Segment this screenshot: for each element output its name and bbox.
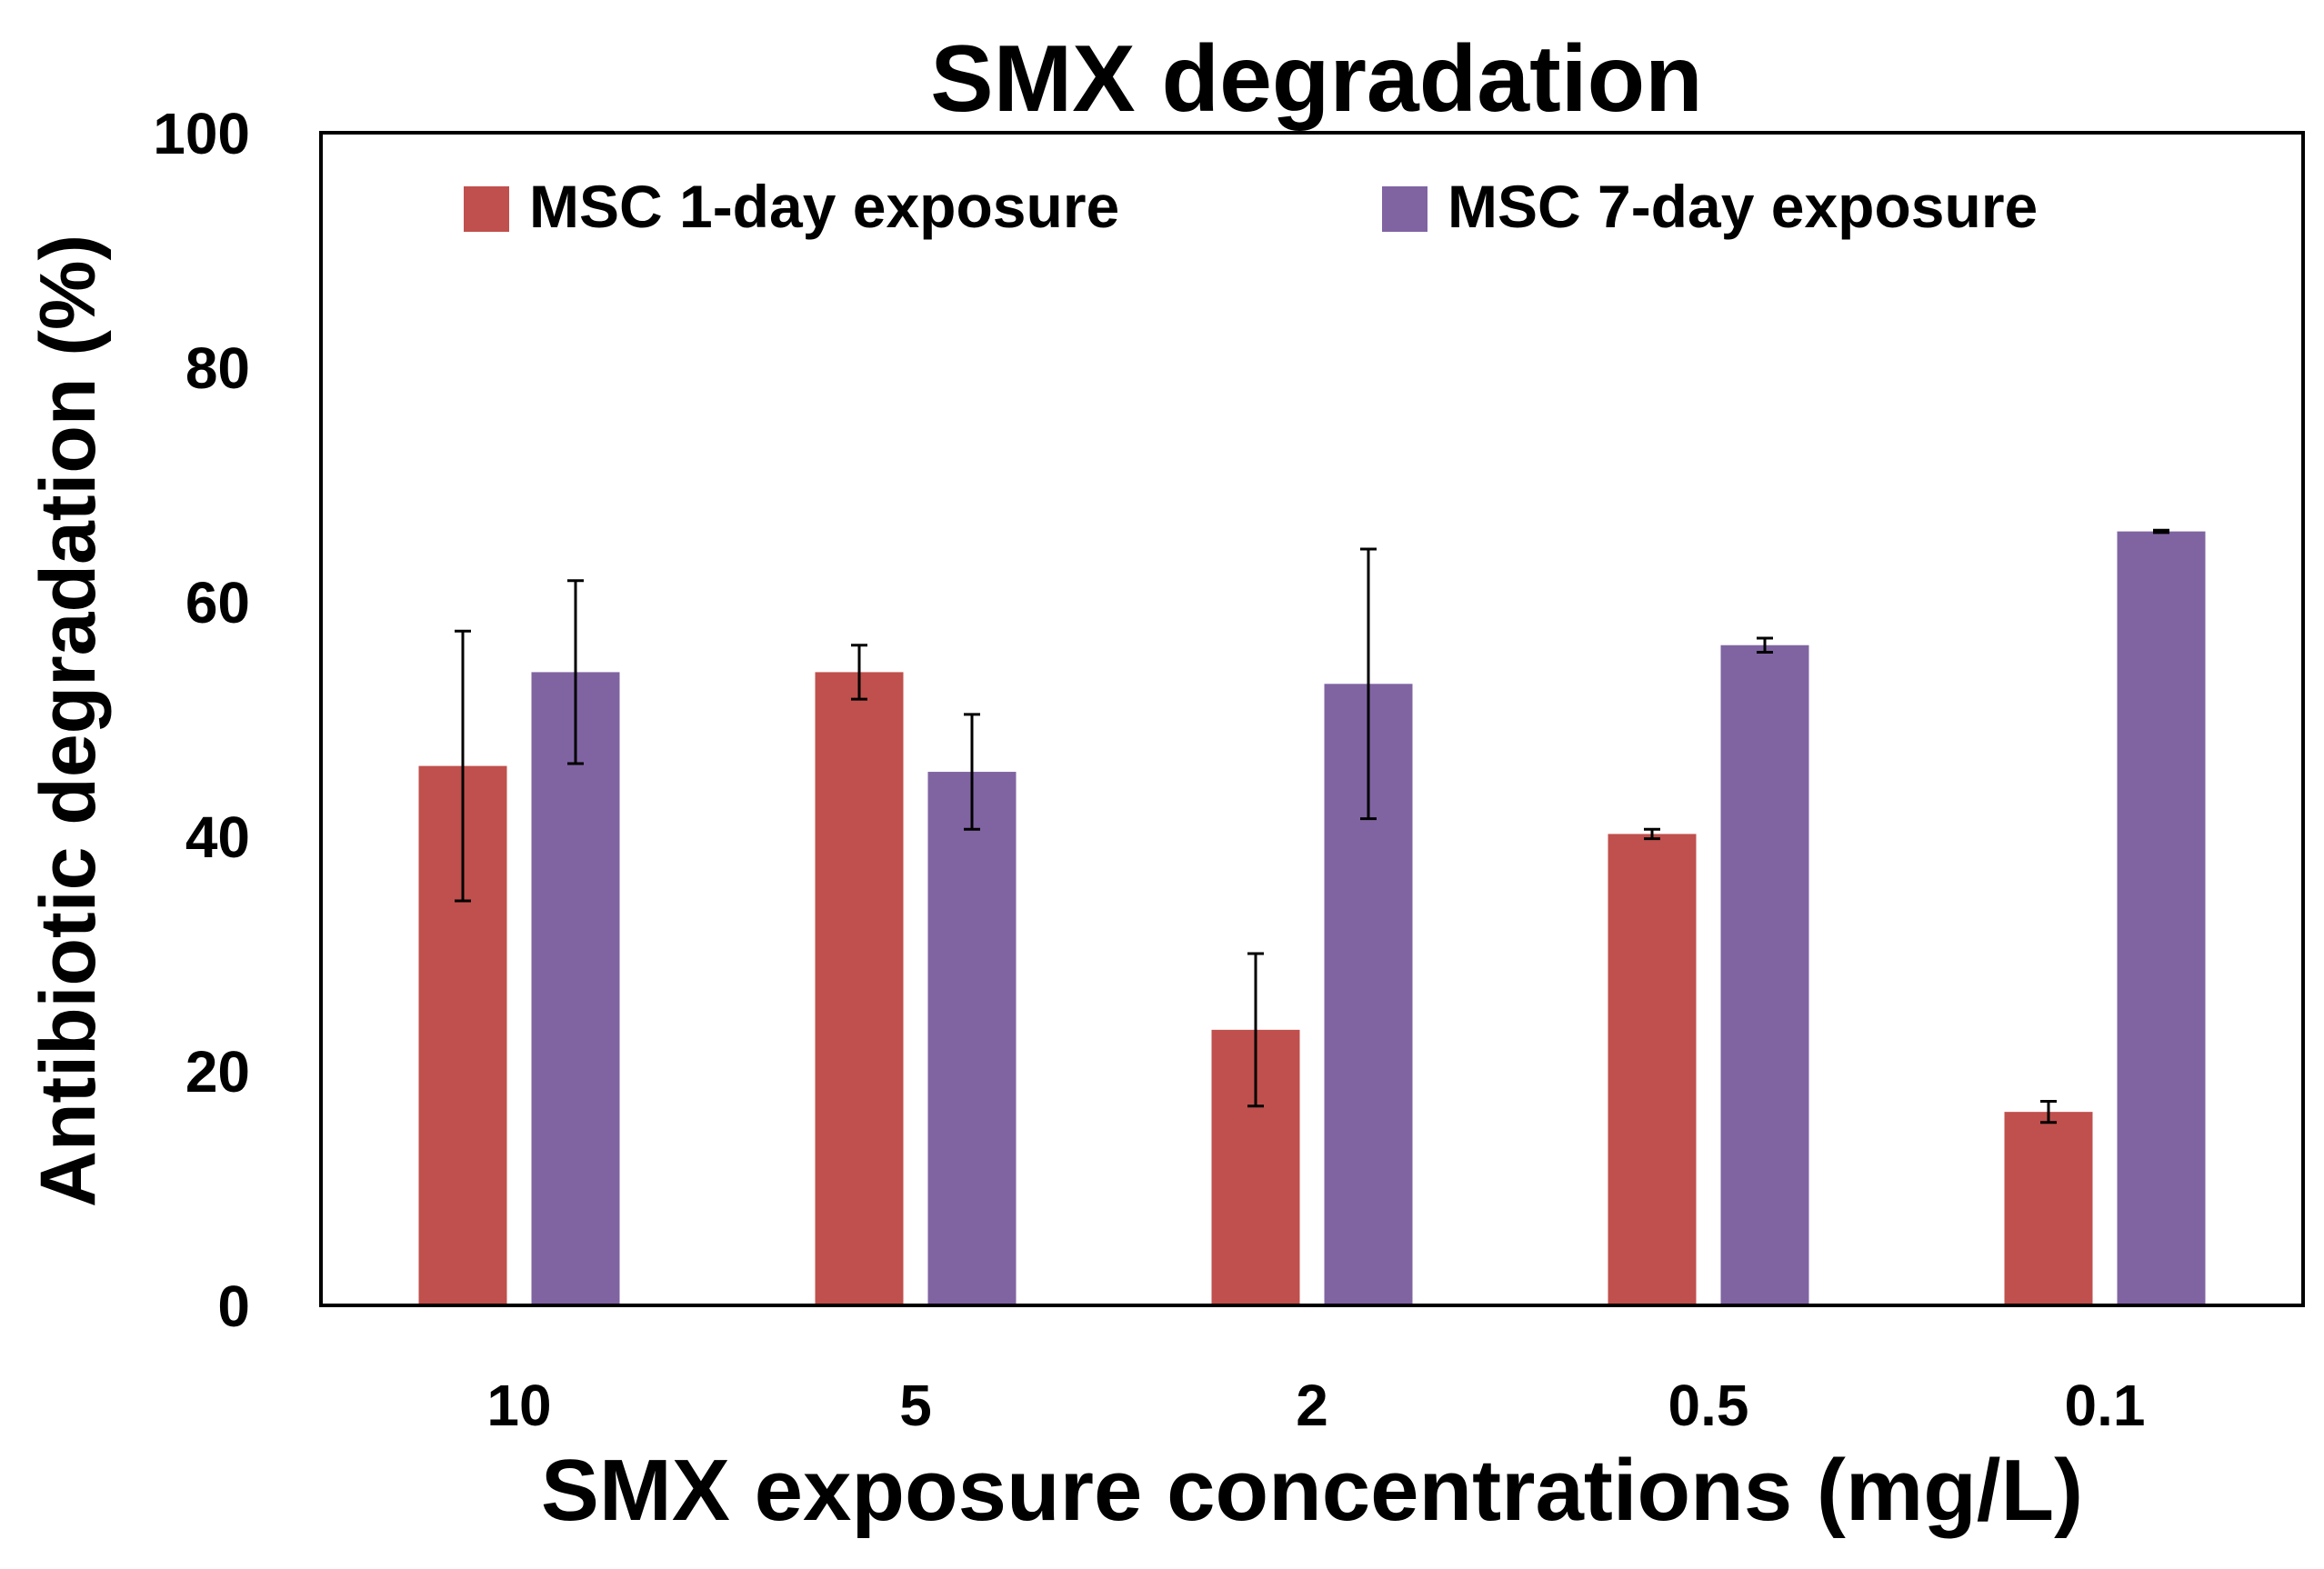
error-bar (567, 579, 584, 765)
x-tick-label: 5 (899, 1373, 932, 1438)
bar-msc-7-day (531, 672, 620, 1305)
x-tick-label: 2 (1296, 1373, 1328, 1438)
bar-msc-7-day (1720, 645, 1809, 1305)
y-tick-label: 100 (153, 101, 250, 166)
bar-group (418, 672, 620, 1305)
legend: MSC 1-day exposure MSC 7-day exposure (464, 173, 2038, 240)
y-axis-label: Antibiotic degradation (%) (25, 235, 112, 1207)
legend-item: MSC 7-day exposure (1382, 173, 2038, 240)
error-bar (1247, 952, 1264, 1108)
legend-label: MSC 1-day exposure (529, 173, 1119, 240)
bar-groups (418, 531, 2206, 1305)
error-bar (2040, 1100, 2057, 1124)
bar-group (815, 672, 1017, 1305)
plot-area-frame (319, 131, 2305, 1307)
legend-swatch (464, 186, 509, 232)
x-tick-label: 10 (486, 1373, 551, 1438)
y-tick-label: 20 (185, 1039, 250, 1104)
error-bar (851, 644, 867, 701)
y-tick-label: 0 (217, 1274, 250, 1339)
bar-msc-7-day (927, 772, 1017, 1305)
bar-group (2004, 531, 2206, 1305)
x-tick-label: 0.1 (2065, 1373, 2146, 1438)
error-bar (2153, 528, 2169, 535)
bar-msc-1-day (2004, 1112, 2093, 1305)
x-tick-label: 0.5 (1668, 1373, 1749, 1438)
y-tick-label: 40 (185, 804, 250, 870)
y-tick-label: 80 (185, 335, 250, 401)
y-axis-ticks: 0 20 40 60 80 100 (153, 101, 250, 1339)
legend-item: MSC 1-day exposure (464, 173, 1119, 240)
legend-swatch (1382, 186, 1427, 232)
error-bar (455, 629, 471, 903)
y-tick-label: 60 (185, 570, 250, 635)
x-axis-label: SMX exposure concentrations (mg/L) (541, 1442, 2083, 1539)
bar-msc-1-day (1608, 834, 1697, 1305)
error-bar (964, 713, 980, 831)
error-bar (1360, 547, 1377, 821)
legend-label: MSC 7-day exposure (1447, 173, 2038, 240)
error-bar (1757, 636, 1773, 654)
chart-title: SMX degradation (930, 26, 1702, 132)
bar-msc-7-day (2117, 531, 2206, 1305)
bar-group (1608, 645, 1809, 1305)
bar-group (1211, 684, 1413, 1305)
error-bars (455, 528, 2169, 1124)
error-bar (1644, 827, 1660, 841)
x-axis-ticks: 10 5 2 0.5 0.1 (486, 1373, 2145, 1438)
bar-msc-1-day (815, 672, 904, 1305)
